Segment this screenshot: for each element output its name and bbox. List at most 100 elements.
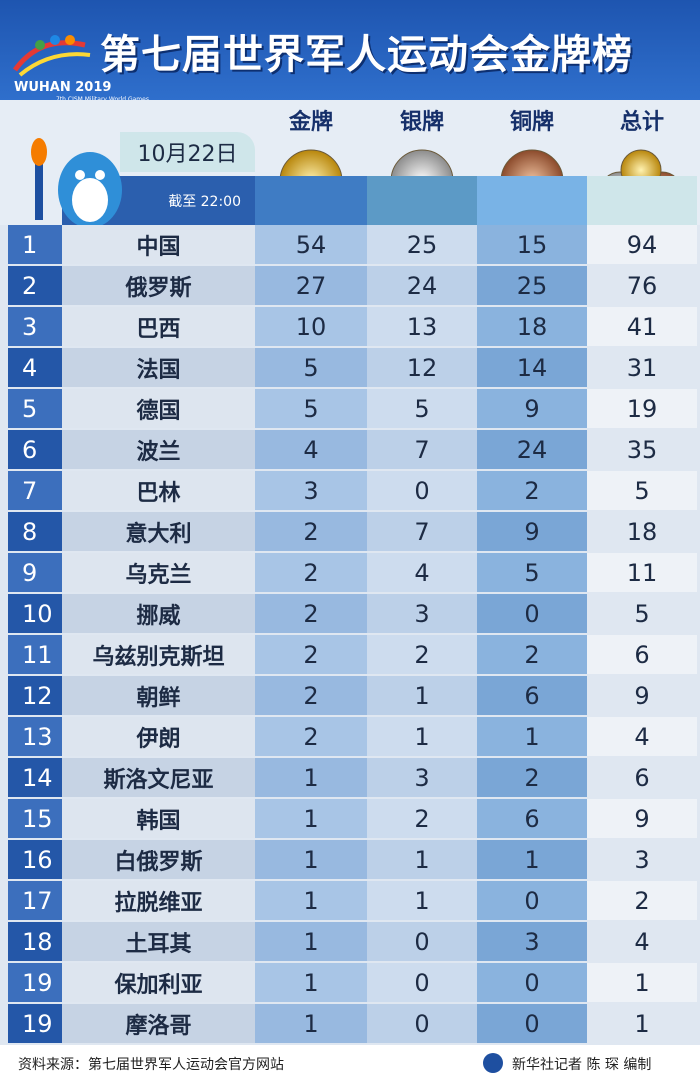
count-cell: 0 (367, 963, 477, 1002)
count-cell: 1 (587, 1004, 697, 1043)
xinhua-logo (483, 1053, 503, 1073)
count-cell: 2 (255, 676, 367, 715)
count-cell: 2 (477, 758, 587, 797)
count-cell: 10 (255, 307, 367, 346)
count-cell: 7 (367, 512, 477, 551)
rank-cell: 15 (8, 799, 62, 838)
count-cell: 0 (477, 594, 587, 633)
count-cell: 0 (367, 471, 477, 510)
count-cell: 1 (587, 963, 697, 1002)
source: 资料来源：第七届世界军人运动会官方网站 (18, 1057, 284, 1073)
column-header: 银牌 (399, 110, 444, 135)
count-cell: 9 (587, 799, 697, 838)
count-cell: 18 (477, 307, 587, 346)
rank-cell: 3 (8, 307, 62, 346)
count-cell: 76 (587, 266, 697, 305)
count-cell: 0 (477, 1004, 587, 1043)
count-cell: 24 (367, 266, 477, 305)
count-cell: 19 (587, 389, 697, 428)
count-cell: 2 (587, 881, 697, 920)
count-cell: 0 (367, 922, 477, 961)
column-header: 总计 (619, 110, 664, 135)
count-cell: 12 (367, 348, 477, 387)
count-cell: 3 (367, 594, 477, 633)
country-cell: 德国 (62, 389, 255, 428)
count-cell: 6 (477, 799, 587, 838)
count-cell: 0 (477, 881, 587, 920)
rank-cell: 5 (8, 389, 62, 428)
title: 第七届世界军人运动会金牌榜 (100, 32, 633, 78)
mascot (31, 138, 122, 228)
count-cell: 1 (367, 881, 477, 920)
count-cell: 1 (255, 881, 367, 920)
rank-cell: 11 (8, 635, 62, 674)
count-cell: 31 (587, 348, 697, 387)
rank-cell: 2 (8, 266, 62, 305)
country-cell: 乌克兰 (62, 553, 255, 592)
count-cell: 1 (255, 799, 367, 838)
count-cell: 13 (367, 307, 477, 346)
count-cell: 0 (367, 1004, 477, 1043)
count-cell: 5 (255, 348, 367, 387)
count-cell: 5 (367, 389, 477, 428)
count-cell: 1 (477, 840, 587, 879)
count-cell: 35 (587, 430, 697, 469)
count-cell: 2 (367, 799, 477, 838)
country-cell: 朝鲜 (62, 676, 255, 715)
rank-cell: 13 (8, 717, 62, 756)
country-cell: 波兰 (62, 430, 255, 469)
rank-cell: 9 (8, 553, 62, 592)
count-cell: 25 (367, 225, 477, 264)
count-cell: 4 (587, 922, 697, 961)
country-cell: 意大利 (62, 512, 255, 551)
country-cell: 乌兹别克斯坦 (62, 635, 255, 674)
country-cell: 法国 (62, 348, 255, 387)
count-cell: 11 (587, 553, 697, 592)
count-cell: 18 (587, 512, 697, 551)
count-cell: 25 (477, 266, 587, 305)
count-cell: 2 (255, 512, 367, 551)
rank-cell: 19 (8, 1004, 62, 1043)
rank-cell: 7 (8, 471, 62, 510)
count-cell: 1 (477, 717, 587, 756)
country-cell: 土耳其 (62, 922, 255, 961)
count-cell: 5 (477, 553, 587, 592)
count-cell: 9 (477, 389, 587, 428)
rank-cell: 16 (8, 840, 62, 879)
logo-subtext: 7th CISM Military World Games (56, 96, 149, 103)
count-cell: 2 (367, 635, 477, 674)
country-cell: 挪威 (62, 594, 255, 633)
count-cell: 27 (255, 266, 367, 305)
rank-cell: 6 (8, 430, 62, 469)
count-cell: 4 (587, 717, 697, 756)
count-cell: 2 (255, 717, 367, 756)
count-cell: 3 (477, 922, 587, 961)
column-header-bg (255, 176, 367, 225)
count-cell: 1 (255, 922, 367, 961)
count-cell: 1 (255, 758, 367, 797)
count-cell: 54 (255, 225, 367, 264)
count-cell: 24 (477, 430, 587, 469)
count-cell: 3 (255, 471, 367, 510)
country-cell: 俄罗斯 (62, 266, 255, 305)
rank-cell: 14 (8, 758, 62, 797)
country-cell: 摩洛哥 (62, 1004, 255, 1043)
country-cell: 伊朗 (62, 717, 255, 756)
count-cell: 4 (367, 553, 477, 592)
count-cell: 1 (367, 840, 477, 879)
count-cell: 1 (367, 676, 477, 715)
count-cell: 1 (367, 717, 477, 756)
count-cell: 9 (477, 512, 587, 551)
count-cell: 94 (587, 225, 697, 264)
column-header-bg (477, 176, 587, 225)
count-cell: 7 (367, 430, 477, 469)
logo-mark (12, 35, 91, 77)
count-cell: 4 (255, 430, 367, 469)
count-cell: 1 (255, 840, 367, 879)
column-header: 铜牌 (509, 110, 554, 135)
footer-band (0, 1045, 700, 1082)
column-header-bg (367, 176, 477, 225)
rank-cell: 18 (8, 922, 62, 961)
count-cell: 2 (255, 553, 367, 592)
